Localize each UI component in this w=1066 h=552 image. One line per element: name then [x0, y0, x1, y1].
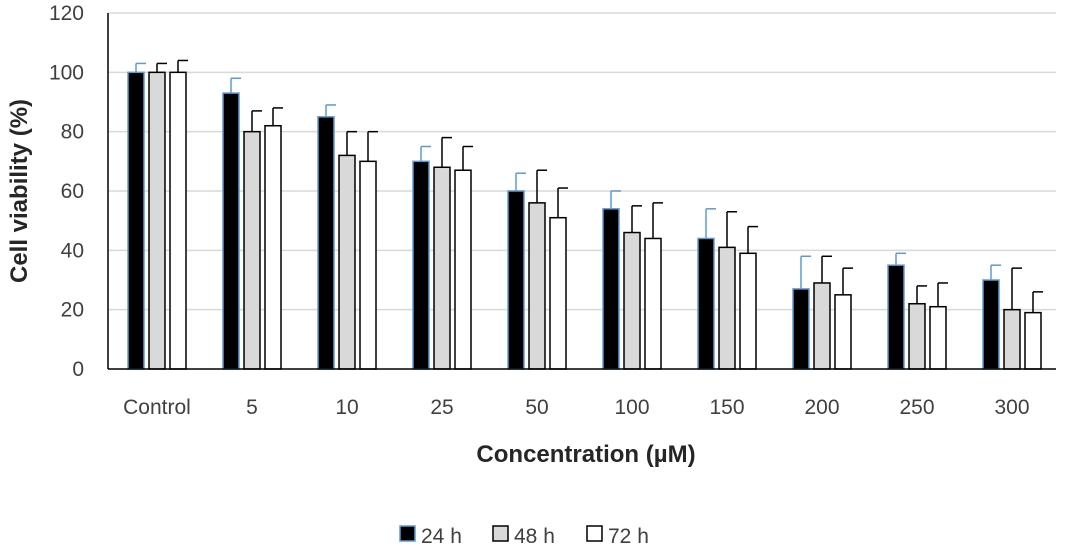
bar-24h-25 [412, 160, 430, 370]
x-tick-label: 100 [614, 396, 649, 419]
bar-72h-250 [929, 305, 947, 370]
legend: 24 h 48 h 72 h [399, 525, 649, 548]
legend-swatch-24h [399, 525, 416, 542]
bar-48h-300 [1003, 308, 1021, 370]
bar-48h-50 [528, 202, 546, 370]
bar-48h-5 [243, 130, 261, 370]
bar-48h-150 [718, 246, 736, 370]
y-tick-labels: 0 20 40 60 80 100 120 [49, 2, 84, 381]
y-tick-label: 80 [61, 121, 84, 144]
x-tick-label: 10 [335, 396, 358, 419]
bar-72h-300 [1024, 311, 1042, 370]
x-tick-label: 5 [246, 396, 258, 419]
bar-72h-200 [834, 294, 852, 370]
x-axis-title: Concentration (µM) [476, 441, 695, 468]
bar-48h-10 [338, 154, 356, 370]
x-tick-label: Control [123, 396, 191, 419]
x-tick-labels: Control 5 10 25 50 100 150 200 250 300 [123, 396, 1029, 419]
bar-24h-10 [317, 116, 335, 370]
legend-label: 24 h [421, 525, 462, 548]
bar-24h-100 [602, 208, 620, 370]
bar-72h-100 [644, 237, 662, 370]
bars [127, 71, 1042, 370]
x-tick-label: 200 [804, 396, 839, 419]
bar-48h-200 [813, 282, 831, 370]
bar-24h-250 [887, 264, 905, 370]
y-axis-title: Cell viability (%) [6, 99, 33, 283]
bar-48h-control [148, 71, 166, 370]
y-tick-label: 60 [61, 180, 84, 203]
bar-24h-300 [982, 279, 1000, 370]
bar-72h-5 [264, 124, 282, 370]
bar-24h-150 [697, 237, 715, 370]
y-tick-label: 0 [72, 358, 84, 381]
bar-24h-50 [507, 190, 525, 370]
bar-48h-100 [623, 231, 641, 370]
bar-72h-control [169, 71, 187, 370]
x-tick-label: 25 [430, 396, 453, 419]
legend-swatch-48h [492, 525, 509, 542]
x-tick-label: 300 [994, 396, 1029, 419]
y-tick-label: 40 [61, 239, 84, 262]
bar-24h-200 [792, 288, 810, 370]
bar-72h-150 [739, 252, 757, 370]
bar-72h-10 [359, 160, 377, 370]
legend-label: 48 h [514, 525, 555, 548]
x-tick-label: 150 [709, 396, 744, 419]
x-tick-label: 250 [899, 396, 934, 419]
x-tick-label: 50 [525, 396, 548, 419]
legend-swatch-72h [586, 525, 603, 542]
bar-48h-25 [433, 166, 451, 370]
bar-24h-5 [222, 92, 240, 370]
y-tick-label: 20 [61, 299, 84, 322]
legend-label: 72 h [608, 525, 649, 548]
y-tick-label: 120 [49, 2, 84, 25]
error-bars [135, 59, 1043, 313]
bar-48h-250 [908, 302, 926, 370]
y-tick-label: 100 [49, 61, 84, 84]
bar-72h-25 [454, 169, 472, 370]
bar-24h-control [127, 71, 145, 370]
bar-72h-50 [549, 216, 567, 370]
